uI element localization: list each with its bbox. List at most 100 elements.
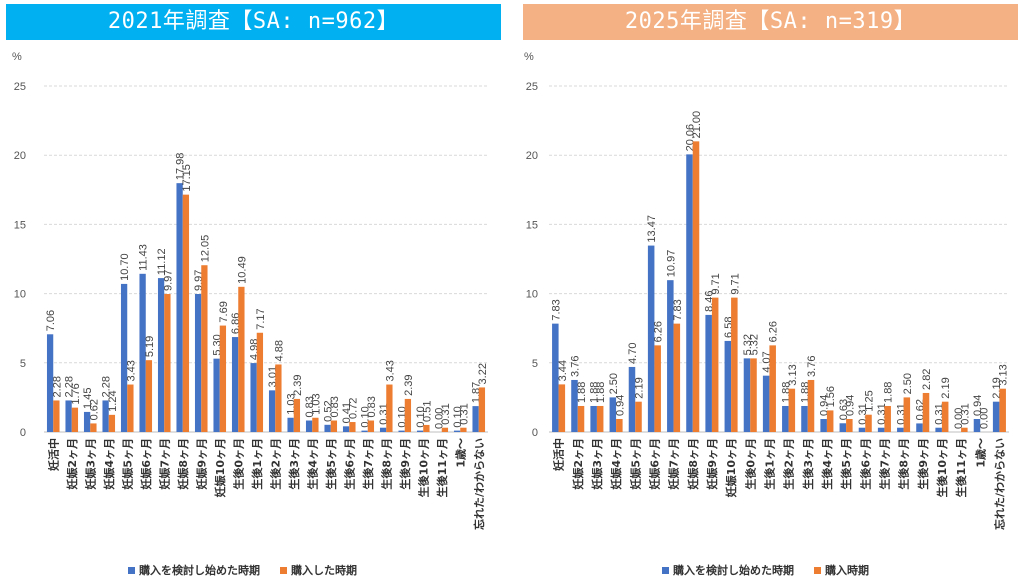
data-label: 3.44 xyxy=(557,360,569,381)
category-label: 忘れた/わからない xyxy=(472,438,486,530)
bar-consider xyxy=(743,358,751,432)
data-label: 6.26 xyxy=(653,321,665,342)
bar-consider xyxy=(801,405,808,432)
y-tick-label: 10 xyxy=(14,289,26,301)
bar-consider xyxy=(897,427,904,432)
legend: 購入を検討し始めた時期 購入時期 xyxy=(662,562,869,578)
bar-consider xyxy=(916,423,923,432)
bar-purchase xyxy=(349,422,356,432)
category-label: 妊娠10ヶ月 xyxy=(213,438,227,497)
bar-consider xyxy=(552,323,559,432)
category-label: 生後1ヶ月 xyxy=(762,438,776,490)
bar-consider xyxy=(724,340,732,432)
category-label: 1歳～ xyxy=(453,438,467,468)
category-label: 妊娠7ヶ月 xyxy=(157,438,171,490)
data-label: 7.83 xyxy=(672,299,684,320)
legend-swatch-blue xyxy=(662,566,669,574)
category-label: 生後4ヶ月 xyxy=(820,438,834,490)
y-unit-label: % xyxy=(524,51,534,63)
category-label: 生後7ヶ月 xyxy=(361,438,375,490)
data-label: 0.31 xyxy=(959,403,971,424)
data-label: 1.56 xyxy=(825,386,837,407)
bar-consider xyxy=(268,390,276,432)
category-label: 生後0ヶ月 xyxy=(743,438,757,490)
bar-purchase xyxy=(293,398,301,432)
data-label: 11.43 xyxy=(138,244,150,271)
category-label: 生後2ヶ月 xyxy=(268,438,282,490)
bar-consider xyxy=(398,430,405,432)
data-label: 7.06 xyxy=(45,310,57,331)
bar-purchase xyxy=(903,397,911,432)
bar-purchase xyxy=(478,387,486,432)
data-label: 1.25 xyxy=(864,390,876,411)
data-label: 0.10 xyxy=(452,406,464,427)
bar-consider xyxy=(176,183,183,432)
y-unit-label: % xyxy=(12,51,22,63)
data-label: 0.94 xyxy=(614,395,626,416)
bar-purchase xyxy=(367,420,375,432)
bar-consider xyxy=(157,278,165,432)
bar-consider xyxy=(992,401,1000,432)
bar-purchase xyxy=(71,407,79,432)
bar-purchase xyxy=(577,405,585,432)
data-label: 2.28 xyxy=(101,376,113,397)
legend-label: 購入を検討し始めた時期 xyxy=(673,564,794,577)
category-label: 妊娠6ヶ月 xyxy=(647,438,661,490)
legend-label: 購入を検討し始めた時期 xyxy=(139,564,260,577)
data-label: 2.50 xyxy=(608,373,620,394)
y-tick-label: 0 xyxy=(532,427,538,439)
bar-consider xyxy=(472,406,479,432)
data-label: 1.88 xyxy=(883,382,895,403)
bar-consider xyxy=(667,280,674,432)
data-label: 12.05 xyxy=(199,235,211,263)
data-label: 17.15 xyxy=(181,164,193,192)
bar-consider xyxy=(250,363,257,432)
y-tick-label: 15 xyxy=(526,219,538,231)
data-label: 7.69 xyxy=(218,301,230,322)
category-label: 生後7ヶ月 xyxy=(877,438,891,490)
category-label: 生後10ヶ月 xyxy=(416,438,430,497)
bar-purchase xyxy=(201,265,208,432)
legend-label: 購入時期 xyxy=(825,564,869,577)
data-label: 0.00 xyxy=(434,408,446,429)
bar-consider xyxy=(820,418,827,432)
bar-purchase xyxy=(673,323,681,432)
bar-purchase xyxy=(256,332,264,432)
y-tick-label: 20 xyxy=(14,150,26,162)
bar-consider xyxy=(120,283,128,432)
bar-purchase xyxy=(423,424,430,432)
bar-chart-2021: %05101520257.062.28妊活中2.281.76妊娠2ヶ月1.450… xyxy=(12,51,489,530)
bar-purchase xyxy=(731,297,738,432)
y-tick-label: 5 xyxy=(532,358,538,370)
y-tick-label: 10 xyxy=(526,289,538,301)
chart-title: 2021年調査【SA: n=962】 xyxy=(6,4,501,40)
category-label: 妊娠9ヶ月 xyxy=(705,438,719,490)
bar-consider xyxy=(571,379,578,432)
data-label: 2.82 xyxy=(921,369,933,390)
data-label: 0.51 xyxy=(421,401,433,422)
bar-consider xyxy=(46,334,54,432)
data-label: 1.88 xyxy=(576,382,588,403)
bar-purchase xyxy=(711,297,719,432)
legend-label: 購入した時期 xyxy=(291,564,357,577)
data-label: 0.00 xyxy=(979,408,991,429)
data-label: 9.97 xyxy=(162,270,174,291)
bar-consider xyxy=(287,417,294,432)
category-label: 生後3ヶ月 xyxy=(801,438,815,490)
bar-consider xyxy=(782,405,789,432)
data-label: 0.83 xyxy=(304,396,316,417)
bar-purchase xyxy=(692,141,700,433)
data-label: 3.76 xyxy=(569,356,581,377)
data-label: 6.26 xyxy=(768,321,780,342)
category-label: 妊娠6ヶ月 xyxy=(139,438,153,490)
legend-item-consider: 購入を検討し始めた時期 xyxy=(128,562,260,578)
data-label: 9.71 xyxy=(710,273,722,294)
bar-purchase xyxy=(846,418,853,432)
data-label: 2.50 xyxy=(902,373,914,394)
category-label: 妊娠4ヶ月 xyxy=(609,438,623,490)
y-tick-label: 25 xyxy=(526,81,538,93)
category-label: 1歳～ xyxy=(973,438,987,468)
category-label: 妊娠7ヶ月 xyxy=(667,438,681,490)
category-label: 生後9ヶ月 xyxy=(398,438,412,490)
category-label: 生後11ヶ月 xyxy=(954,438,968,497)
